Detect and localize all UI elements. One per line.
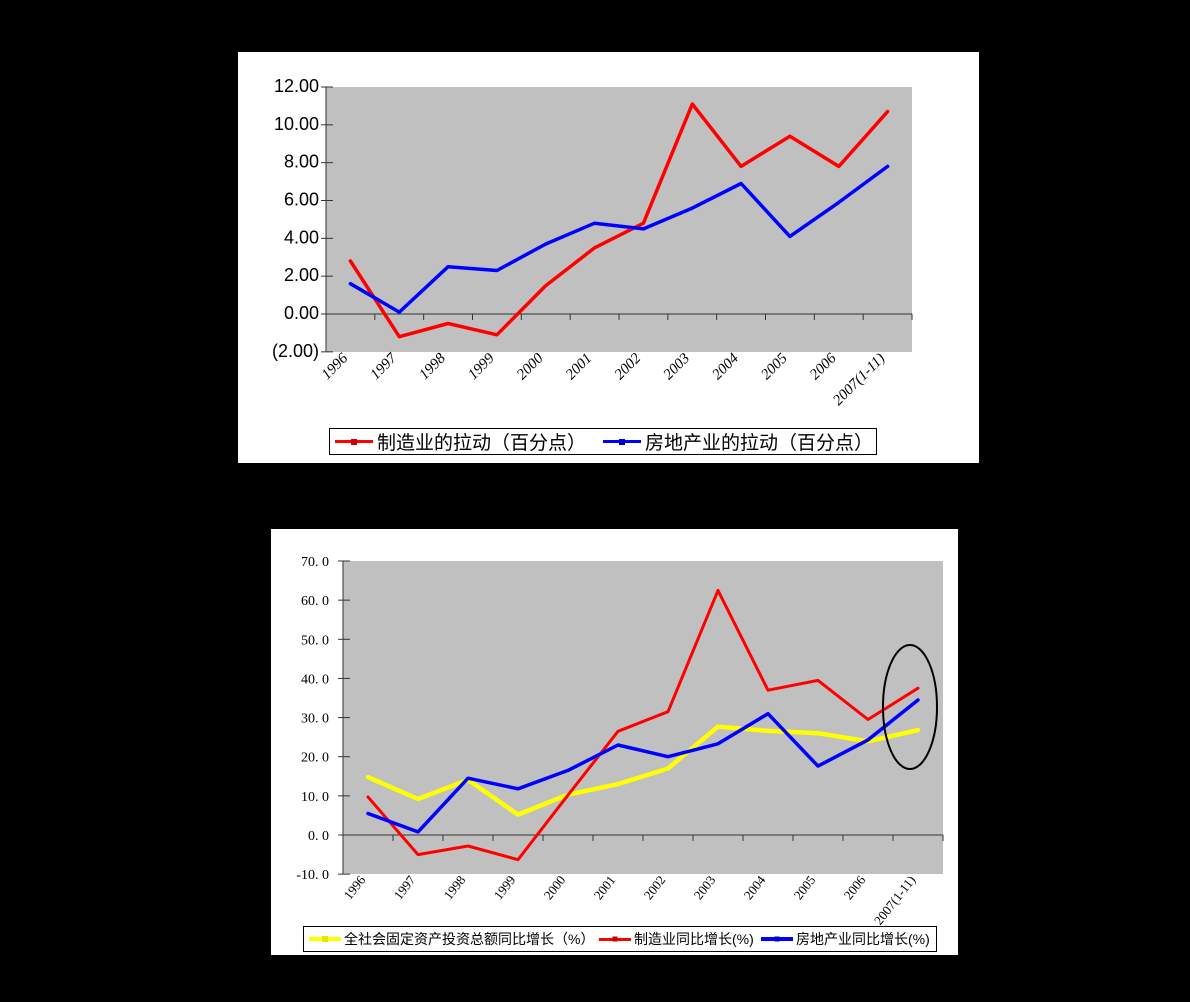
- x-category-label: 2004: [741, 872, 769, 902]
- legend-item-realestate-pull: 房地产业的拉动（百分点）: [603, 429, 873, 454]
- y-tick-label: 8.00: [284, 152, 319, 172]
- x-category-label: 2003: [691, 873, 719, 903]
- y-tick-label: 60. 0: [301, 594, 329, 609]
- x-category-label: 2006: [807, 350, 840, 383]
- legend-box: 制造业的拉动（百分点） 房地产业的拉动（百分点）: [329, 428, 877, 455]
- legend-label: 房地产业的拉动（百分点）: [645, 433, 874, 454]
- x-category-label: 1997: [368, 349, 402, 383]
- chart-panel-growth: 70. 0 60. 0 50. 0 40. 0 30. 0 20. 0 10. 0 0. 0 -…: [271, 529, 958, 955]
- series-line-1: [348, 164, 890, 314]
- legend-item-manufacturing-growth: 制造业同比增长(%): [599, 927, 754, 951]
- y-tick-label: 0. 0: [308, 829, 329, 844]
- plot-area: [326, 87, 912, 352]
- legend-label: 制造业的拉动（百分点）: [377, 433, 587, 454]
- y-tick-label: 20. 0: [301, 751, 329, 766]
- x-category-label: 2001: [591, 873, 619, 903]
- series-line-0: [348, 102, 890, 339]
- y-tick-label: 30. 0: [301, 712, 329, 727]
- x-category-label: 1996: [319, 350, 352, 383]
- x-category-label: 2005: [791, 873, 819, 903]
- x-category-label: 2005: [758, 350, 791, 383]
- blue-line-sample-icon: [603, 438, 641, 445]
- y-tick-label: 70. 0: [301, 555, 329, 570]
- y-tick-label: 12.00: [274, 76, 319, 96]
- x-category-label: 2004: [709, 350, 742, 383]
- x-category-label: 2007(1-11): [830, 351, 888, 409]
- blue-line-sample-icon: [761, 936, 793, 942]
- y-tick-label: 0.00: [284, 303, 319, 323]
- x-category-label: 2002: [641, 873, 669, 903]
- x-category-label: 1997: [391, 872, 419, 902]
- x-category-label: 2003: [661, 351, 694, 384]
- x-category-label: 1998: [441, 873, 469, 903]
- x-category-label: 1998: [416, 350, 449, 383]
- y-tick-label: 6.00: [284, 190, 319, 210]
- x-category-label: 1999: [465, 350, 498, 383]
- legend-item-manufacturing-pull: 制造业的拉动（百分点）: [335, 429, 586, 454]
- yellow-line-sample-icon: [309, 936, 341, 942]
- y-tick-label: (2.00): [272, 341, 319, 361]
- x-category-label: 2007(1-11): [871, 873, 919, 928]
- legend-label: 全社会固定资产投资总额同比增长（%）: [344, 931, 595, 947]
- series-line-2: [366, 698, 920, 834]
- y-tick-label: 2.00: [284, 265, 319, 285]
- growth-line-chart: 70. 0 60. 0 50. 0 40. 0 30. 0 20. 0 10. 0 0. 0 -…: [296, 555, 944, 928]
- x-category-label: 1999: [491, 873, 519, 903]
- legend-label: 制造业同比增长(%): [634, 931, 754, 947]
- chart-panel-contribution: 12.00 10.00 8.00 6.00 4.00 2.00 0.00 (2.00) 1996…: [238, 52, 979, 463]
- legend-label: 房地产业同比增长(%): [796, 931, 930, 947]
- highlight-ellipse-annotation: [882, 644, 938, 770]
- plot-area: [343, 561, 943, 874]
- y-tick-label: 40. 0: [301, 672, 329, 687]
- x-category-label: 2000: [541, 873, 569, 903]
- y-tick-label: 10.00: [274, 114, 319, 134]
- red-line-sample-icon: [335, 438, 373, 445]
- y-tick-label: 50. 0: [301, 633, 329, 648]
- x-category-label: 1996: [341, 872, 369, 902]
- contribution-line-chart: 12.00 10.00 8.00 6.00 4.00 2.00 0.00 (2.00) 1996…: [272, 76, 913, 409]
- series-line-1: [366, 588, 920, 862]
- legend-item-realestate-growth: 房地产业同比增长(%): [761, 927, 930, 951]
- x-category-label: 2001: [563, 351, 596, 384]
- y-tick-label: -10. 0: [296, 868, 329, 883]
- x-category-label: 2002: [612, 350, 645, 383]
- legend-box: 全社会固定资产投资总额同比增长（%） 制造业同比增长(%) 房地产业同比增长(%…: [303, 926, 937, 952]
- y-tick-label: 10. 0: [301, 790, 329, 805]
- x-category-label: 2000: [514, 350, 547, 383]
- series-line-0: [365, 724, 921, 817]
- y-tick-label: 4.00: [284, 227, 319, 247]
- red-line-sample-icon: [599, 936, 631, 942]
- x-category-label: 2006: [841, 872, 869, 902]
- legend-item-total-fai-growth: 全社会固定资产投资总额同比增长（%）: [309, 927, 594, 951]
